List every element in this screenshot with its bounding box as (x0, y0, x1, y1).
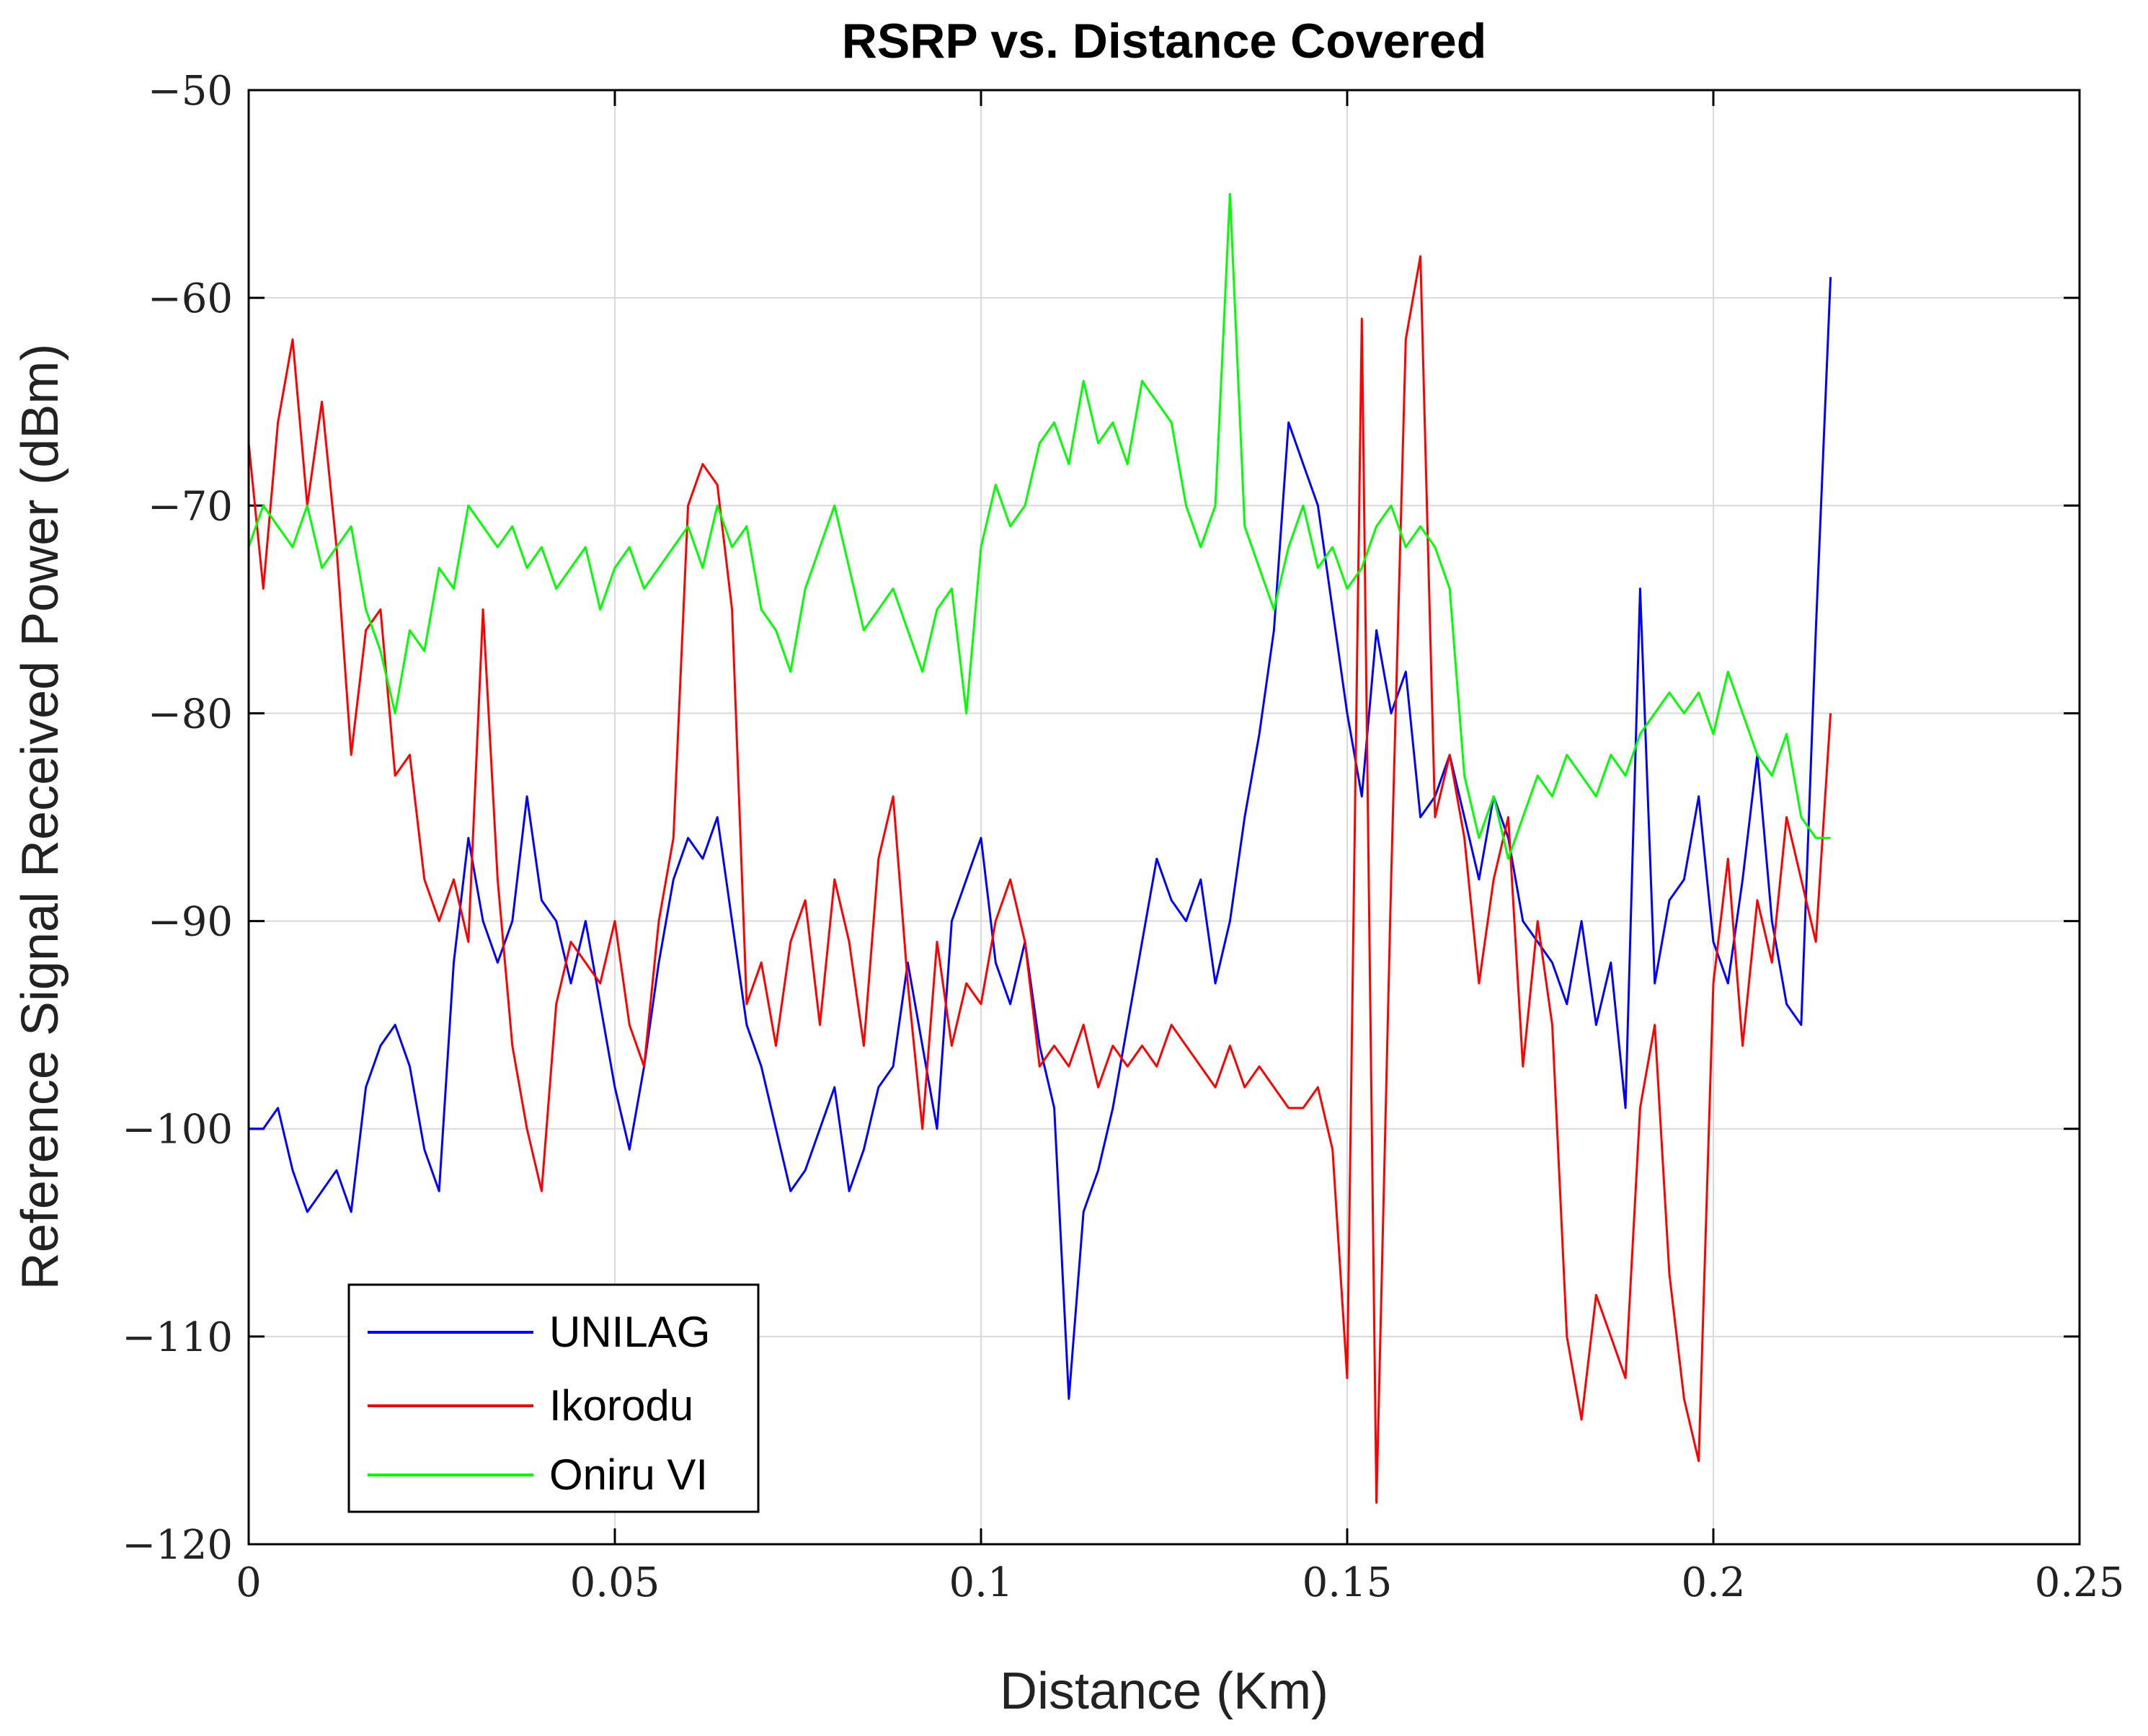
plot-frame (247, 89, 2081, 1546)
series-line-ikorodu (249, 255, 1832, 1504)
y-tick-label: −80 (148, 691, 233, 738)
legend-label-ikorodu: Ikorodu (549, 1381, 693, 1430)
x-tick-label: 0.15 (1302, 1559, 1393, 1606)
legend-label-unilag: UNILAG (549, 1308, 710, 1356)
y-tick-label: −110 (122, 1314, 233, 1361)
x-tick-label: 0.1 (949, 1559, 1013, 1606)
series-line-oniru-vi (249, 192, 1831, 860)
y-tick-label: −70 (148, 483, 233, 530)
y-axis-label: Reference Signal Received Power (dBm) (12, 344, 69, 1290)
series-group (249, 192, 1832, 1504)
x-axis-label: Distance (Km) (1000, 1662, 1328, 1720)
x-axis-ticks: 0 0.05 0.1 0.15 0.2 0.25 (236, 90, 2124, 1606)
x-tick-label: 0.25 (2035, 1559, 2125, 1606)
y-tick-label: −100 (122, 1107, 233, 1153)
x-tick-label: 0 (236, 1559, 262, 1606)
y-tick-label: −120 (122, 1522, 233, 1569)
y-tick-label: −50 (148, 68, 233, 115)
legend-label-oniru-vi: Oniru VI (549, 1451, 708, 1499)
x-tick-label: 0.2 (1681, 1559, 1745, 1606)
y-tick-label: −60 (148, 275, 233, 322)
y-tick-label: −90 (148, 899, 233, 946)
y-axis-ticks: −120 −110 −100 −90 −80 −70 −60 −50 (122, 68, 2080, 1569)
series-line-unilag (249, 277, 1832, 1400)
x-tick-label: 0.05 (570, 1559, 660, 1606)
legend: UNILAG Ikorodu Oniru VI (347, 1283, 760, 1513)
chart-title: RSRP vs. Distance Covered (842, 14, 1486, 68)
